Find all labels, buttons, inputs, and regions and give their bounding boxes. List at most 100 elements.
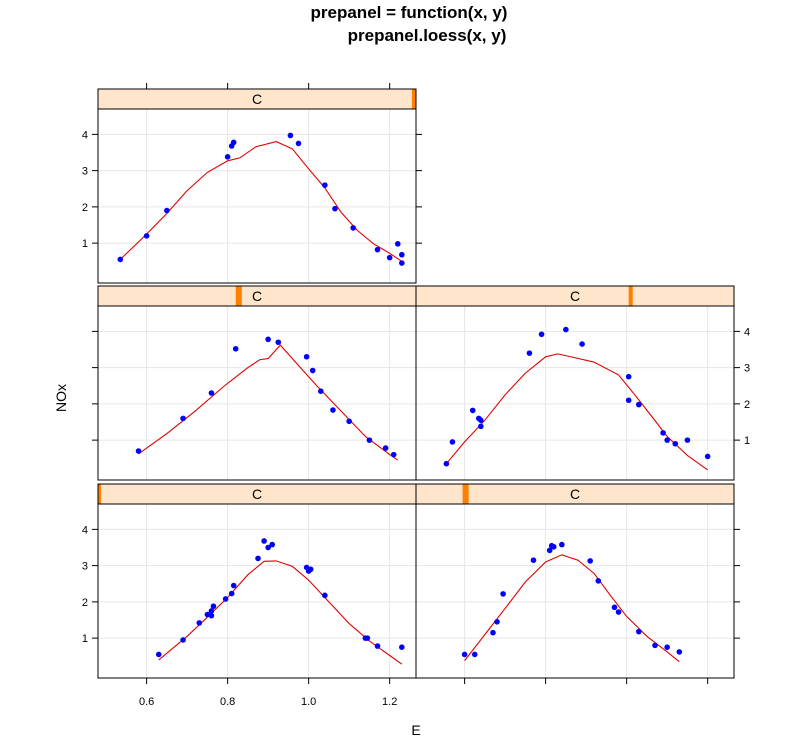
data-point [374,643,381,649]
panel-border [97,503,417,679]
x-tick-label-bottom: 0.6 [139,696,154,708]
data-point [461,651,468,658]
data-point [318,388,324,394]
data-point [224,154,231,160]
strip-background [416,484,734,504]
data-point [563,326,569,333]
loess-line [119,141,403,262]
axis-layer: 1 2 3 4 1 2 3 4 1 2 3 4 0.6 0.8 1.0 1.2 [82,83,750,708]
y-axis-label: NOx [53,384,69,412]
data-point [295,140,302,147]
data-point [386,254,393,261]
data-point [303,353,310,360]
data-point [672,440,679,447]
data-point [636,401,642,408]
data-point [332,205,338,212]
strip-level-marker [411,89,416,109]
data-point [579,341,585,347]
data-point [530,557,537,563]
chart-title-line1: prepanel = function(x, y) [311,3,508,22]
data-point [261,538,267,544]
data-point [269,541,275,548]
strip-label: C [252,288,262,304]
data-point [208,390,215,396]
data-point [550,543,557,550]
data-point [232,345,239,352]
data-point [117,256,124,263]
y-tick-label-right: 4 [744,326,750,338]
data-point [364,635,371,641]
data-point [366,437,373,443]
strip-label: C [570,288,580,304]
panel-layer: C C C C C [97,88,735,679]
y-tick-label-left: 3 [82,561,88,573]
data-point [228,590,235,597]
data-point [595,578,602,584]
data-point [587,558,593,564]
data-point [500,591,506,597]
data-point [222,596,229,602]
strip-level-marker [98,484,101,504]
data-point [399,644,405,650]
data-point [180,415,186,422]
strip-label: C [252,91,262,107]
strip-label: C [570,486,580,502]
strip-background [416,286,734,306]
data-point [196,620,203,626]
panel-5: C [415,483,735,679]
data-point [230,582,237,589]
loess-line [464,554,680,663]
data-point [478,417,484,423]
strip-level-marker [628,286,633,306]
data-point [164,207,170,214]
y-tick-label-left: 3 [82,166,88,178]
panel-1: C [97,88,417,284]
y-tick-label-right: 2 [744,399,750,411]
data-point [399,260,405,266]
data-point [469,407,476,414]
data-point [210,603,217,610]
data-point [526,350,533,356]
data-point [135,448,142,454]
data-point [275,339,282,346]
data-point [625,397,632,404]
x-axis-label: E [411,722,420,738]
panel-2: C [97,285,417,481]
y-tick-label-right: 1 [744,435,750,447]
y-tick-label-left: 4 [82,129,88,141]
panel-border [415,503,735,679]
data-point [350,225,357,231]
data-point [322,182,328,188]
data-point [143,233,150,239]
data-point [265,336,271,343]
data-point [676,649,683,655]
data-point [399,251,405,258]
panel-border [97,305,417,481]
loess-line [138,344,399,461]
data-point [346,418,352,425]
data-point [255,555,261,562]
data-point [538,331,545,338]
data-point [265,544,271,551]
data-point [684,437,691,443]
data-point [287,132,294,139]
data-point [180,637,186,643]
data-point [664,644,670,650]
chart-title-line2: prepanel.loess(x, y) [348,26,507,45]
panel-border [97,108,417,284]
data-point [546,547,553,554]
data-point [490,629,496,636]
data-point [330,407,336,413]
strip-level-marker [235,286,242,306]
data-point [625,373,632,380]
data-point [443,460,450,467]
data-point [309,367,316,374]
data-point [704,453,711,460]
strip-background [98,484,416,504]
data-point [390,451,397,458]
y-tick-label-left: 4 [82,524,88,536]
panel-3: C [415,285,735,481]
data-point [374,246,381,253]
data-point [394,241,401,247]
